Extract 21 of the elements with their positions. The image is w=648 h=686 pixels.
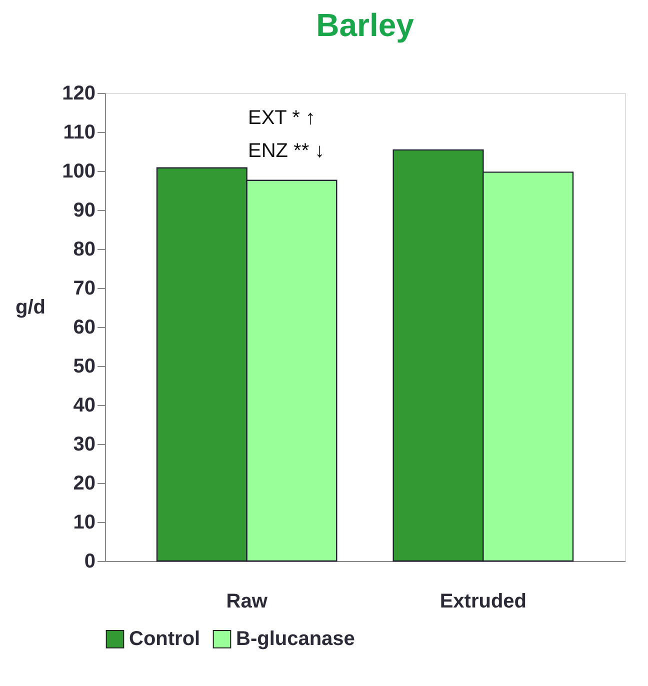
- y-tick-label: 20: [73, 472, 96, 494]
- y-tick-label: 10: [73, 512, 96, 534]
- annotation: EXT * ↑: [248, 107, 316, 129]
- x-tick-label: Raw: [226, 590, 268, 612]
- y-tick-label: 0: [84, 550, 96, 572]
- x-tick-label: Extruded: [440, 590, 527, 612]
- y-axis-title: g/d: [16, 296, 46, 318]
- y-tick-label: 120: [62, 82, 96, 104]
- legend-label: Control: [129, 628, 200, 650]
- y-tick-label: 60: [73, 316, 96, 338]
- y-tick-label: 70: [73, 278, 96, 300]
- y-tick-label: 50: [73, 356, 96, 378]
- y-tick-label: 110: [63, 122, 96, 144]
- y-tick-label: 80: [73, 238, 96, 260]
- legend-label: B-glucanase: [236, 628, 355, 650]
- annotation: ENZ ** ↓: [248, 140, 325, 162]
- chart-title: Barley: [316, 7, 414, 43]
- y-tick-label: 90: [73, 200, 96, 222]
- y-tick-label: 30: [73, 434, 96, 456]
- y-tick-label: 100: [62, 160, 96, 182]
- y-tick-label: 40: [73, 394, 96, 416]
